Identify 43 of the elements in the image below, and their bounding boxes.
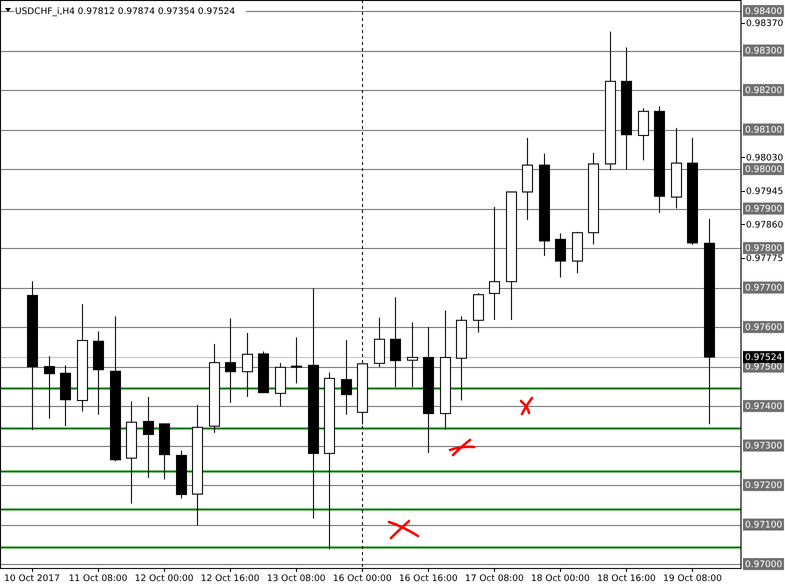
y-tick-label: 0.97860 xyxy=(746,220,784,231)
x-tick-label: 11 Oct 08:00 xyxy=(68,574,128,584)
ref-line-label: 0.97524 xyxy=(745,353,782,364)
ref-line-label: 0.97400 xyxy=(745,402,782,412)
ref-line-label: 0.97600 xyxy=(745,323,782,334)
ref-line-label: 0.98200 xyxy=(745,86,782,96)
ref-line-label: 0.97800 xyxy=(745,244,782,254)
ref-line-label: 0.97100 xyxy=(745,520,782,531)
candlestick xyxy=(555,232,566,278)
x-tick-label: 13 Oct 08:00 xyxy=(266,574,326,584)
y-tick-label: 0.97775 xyxy=(746,254,784,264)
text: USDCHF_i,H4 0.97812 0.97874 0.97354 0.97524 xyxy=(15,7,236,17)
candlestick xyxy=(44,356,55,420)
ref-line-label: 0.97200 xyxy=(745,481,782,492)
candlestick xyxy=(242,332,253,398)
ref-line-label: 0.97500 xyxy=(745,362,782,373)
x-tick-label: 10 Oct 2017 xyxy=(4,574,60,584)
ref-line-label: 0.97000 xyxy=(745,560,782,570)
y-tick-label: 0.97945 xyxy=(746,186,784,197)
ref-line-label: 0.97300 xyxy=(745,442,782,452)
candlestick xyxy=(341,340,352,416)
x-tick-label: 12 Oct 00:00 xyxy=(134,574,194,584)
ref-line-label: 0.98300 xyxy=(745,46,782,57)
y-tick-label: 0.98030 xyxy=(746,153,784,164)
x-tick-label: 18 Oct 00:00 xyxy=(531,574,590,584)
y-tick-label: 0.98370 xyxy=(746,19,784,30)
ref-line-label: 0.98400 xyxy=(745,7,782,18)
candlestick xyxy=(225,318,236,404)
ref-line-label: 0.97900 xyxy=(745,204,782,215)
candlestick xyxy=(407,322,418,388)
candlestick xyxy=(489,206,500,320)
x-tick-label: 16 Oct 00:00 xyxy=(332,574,392,584)
ref-line-label: 0.97700 xyxy=(745,284,782,294)
candlestick xyxy=(291,336,302,384)
ref-line-label: 0.98100 xyxy=(745,126,782,136)
x-tick-label: 12 Oct 16:00 xyxy=(200,574,260,584)
x-tick-label: 17 Oct 08:00 xyxy=(465,574,524,584)
candlestick xyxy=(390,296,401,388)
x-tick-label: 18 Oct 16:00 xyxy=(597,574,656,584)
x-tick-label: 16 Oct 16:00 xyxy=(398,574,458,584)
x-tick-label: 19 Oct 08:00 xyxy=(663,574,722,584)
candlestick xyxy=(143,396,154,478)
ref-line-label: 0.98000 xyxy=(745,165,782,176)
